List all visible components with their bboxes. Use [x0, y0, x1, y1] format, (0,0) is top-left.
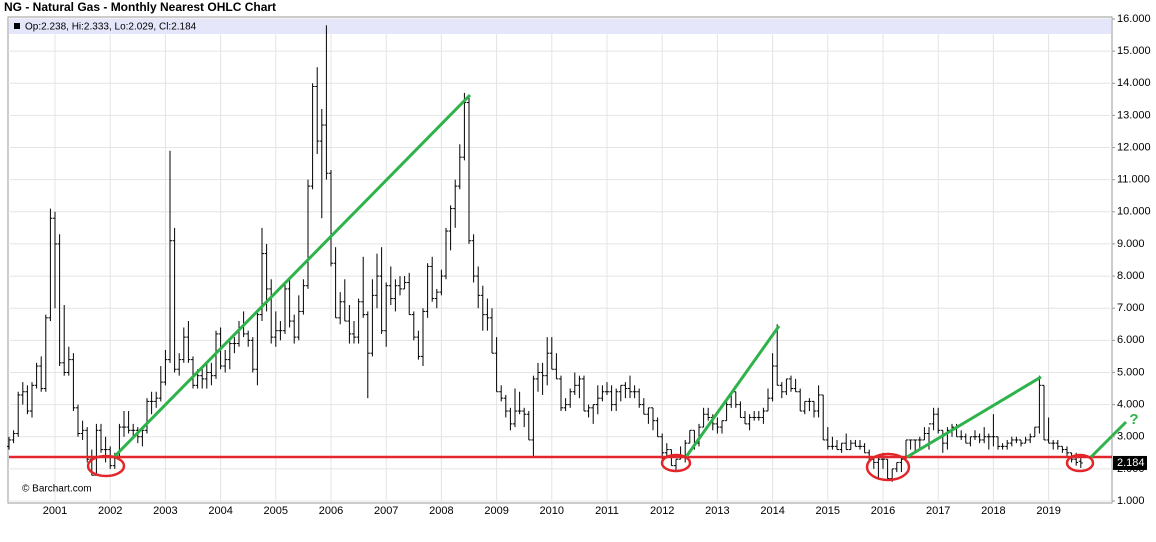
x-tick-label: 2004 [208, 505, 232, 517]
x-tick-label: 2014 [760, 505, 784, 517]
x-tick-label: 2003 [153, 505, 177, 517]
highlight-circle [660, 453, 692, 473]
x-tick-label: 2002 [98, 505, 122, 517]
last-price-label: 2.184 [1117, 457, 1145, 469]
axis: 1.0002.0003.0004.0005.0006.0007.0008.000… [43, 13, 1151, 517]
y-tick-label: 15.000 [1117, 45, 1151, 57]
y-tick-label: 16.000 [1117, 13, 1151, 25]
chart-title: NG - Natural Gas - Monthly Nearest OHLC … [4, 0, 276, 14]
x-tick-label: 2005 [264, 505, 288, 517]
y-tick-label: 14.000 [1117, 77, 1151, 89]
x-tick-label: 2016 [871, 505, 895, 517]
y-tick-label: 1.000 [1117, 495, 1145, 507]
highlight-circle [86, 454, 126, 478]
x-tick-label: 2011 [595, 505, 619, 517]
y-tick-label: 3.000 [1117, 431, 1145, 443]
x-tick-label: 2019 [1036, 505, 1060, 517]
trend-line [906, 375, 1042, 459]
y-tick-label: 4.000 [1117, 399, 1145, 411]
y-tick-label: 8.000 [1117, 270, 1145, 282]
info-band [9, 19, 1111, 34]
x-tick-label: 2015 [816, 505, 840, 517]
bars [7, 25, 1083, 482]
trend-line [1089, 420, 1128, 459]
y-tick-label: 10.000 [1117, 206, 1151, 218]
credit: © Barchart.com [22, 484, 92, 495]
x-tick-label: 2012 [650, 505, 674, 517]
trend-line [112, 93, 472, 459]
info-marker [14, 23, 20, 29]
plot-frame [7, 16, 1113, 504]
x-tick-label: 2008 [429, 505, 453, 517]
x-tick-label: 2013 [705, 505, 729, 517]
x-tick-label: 2010 [540, 505, 564, 517]
y-tick-label: 13.000 [1117, 109, 1151, 121]
annotation: ? [1129, 411, 1138, 428]
highlight-circle [865, 452, 911, 482]
y-tick-label: 12.000 [1117, 141, 1151, 153]
info-text: Op:2.238, Hi:2.333, Lo:2.029, Cl:2.184 [25, 22, 197, 33]
annotations: ? [9, 93, 1139, 482]
y-tick-label: 6.000 [1117, 334, 1145, 346]
highlight-circle [1065, 453, 1095, 473]
x-tick-label: 2006 [319, 505, 343, 517]
trend-line [684, 325, 781, 458]
y-tick-label: 5.000 [1117, 366, 1145, 378]
last-price-box [1113, 455, 1147, 470]
x-tick-label: 2017 [926, 505, 950, 517]
y-tick-label: 9.000 [1117, 238, 1145, 250]
x-tick-label: 2007 [374, 505, 398, 517]
y-tick-label: 11.000 [1117, 174, 1150, 186]
x-tick-label: 2009 [484, 505, 508, 517]
x-tick-label: 2018 [981, 505, 1005, 517]
x-tick-label: 2001 [43, 505, 67, 517]
y-tick-label: 7.000 [1117, 302, 1145, 314]
